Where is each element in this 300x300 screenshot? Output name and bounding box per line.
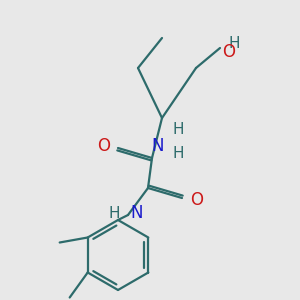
Text: H: H [172, 122, 184, 137]
Text: H: H [228, 35, 239, 50]
Text: H: H [109, 206, 120, 220]
Text: N: N [152, 137, 164, 155]
Text: O: O [190, 191, 203, 209]
Text: H: H [172, 146, 184, 160]
Text: O: O [97, 137, 110, 155]
Text: O: O [222, 43, 235, 61]
Text: N: N [130, 204, 142, 222]
